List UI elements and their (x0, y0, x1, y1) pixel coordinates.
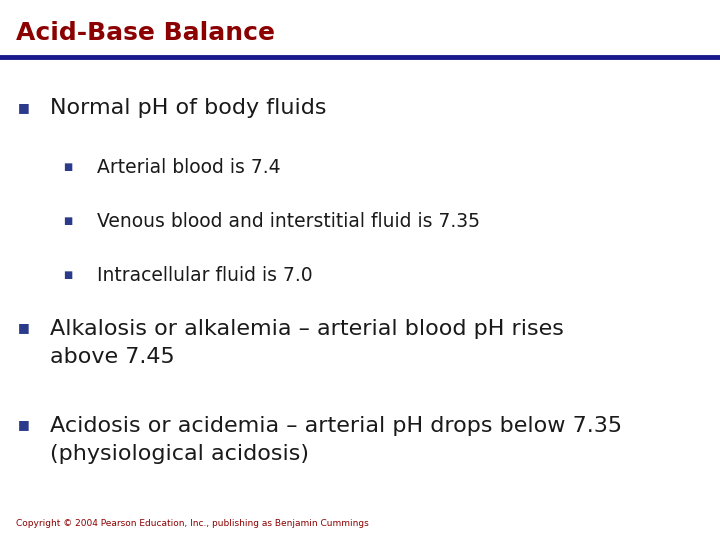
Text: ■: ■ (18, 321, 30, 334)
Text: ■: ■ (18, 102, 30, 114)
Text: ■: ■ (18, 418, 30, 431)
Text: Venous blood and interstitial fluid is 7.35: Venous blood and interstitial fluid is 7… (97, 212, 480, 231)
Text: Arterial blood is 7.4: Arterial blood is 7.4 (97, 158, 281, 177)
Text: ■: ■ (63, 163, 73, 172)
Text: ■: ■ (63, 217, 73, 226)
Text: Normal pH of body fluids: Normal pH of body fluids (50, 98, 327, 118)
Text: Intracellular fluid is 7.0: Intracellular fluid is 7.0 (97, 266, 312, 285)
Text: Acidosis or acidemia – arterial pH drops below 7.35
(physiological acidosis): Acidosis or acidemia – arterial pH drops… (50, 416, 623, 464)
Text: Acid-Base Balance: Acid-Base Balance (16, 22, 275, 45)
Text: Alkalosis or alkalemia – arterial blood pH rises
above 7.45: Alkalosis or alkalemia – arterial blood … (50, 319, 564, 367)
Text: Copyright © 2004 Pearson Education, Inc., publishing as Benjamin Cummings: Copyright © 2004 Pearson Education, Inc.… (16, 519, 369, 528)
Text: ■: ■ (63, 271, 73, 280)
